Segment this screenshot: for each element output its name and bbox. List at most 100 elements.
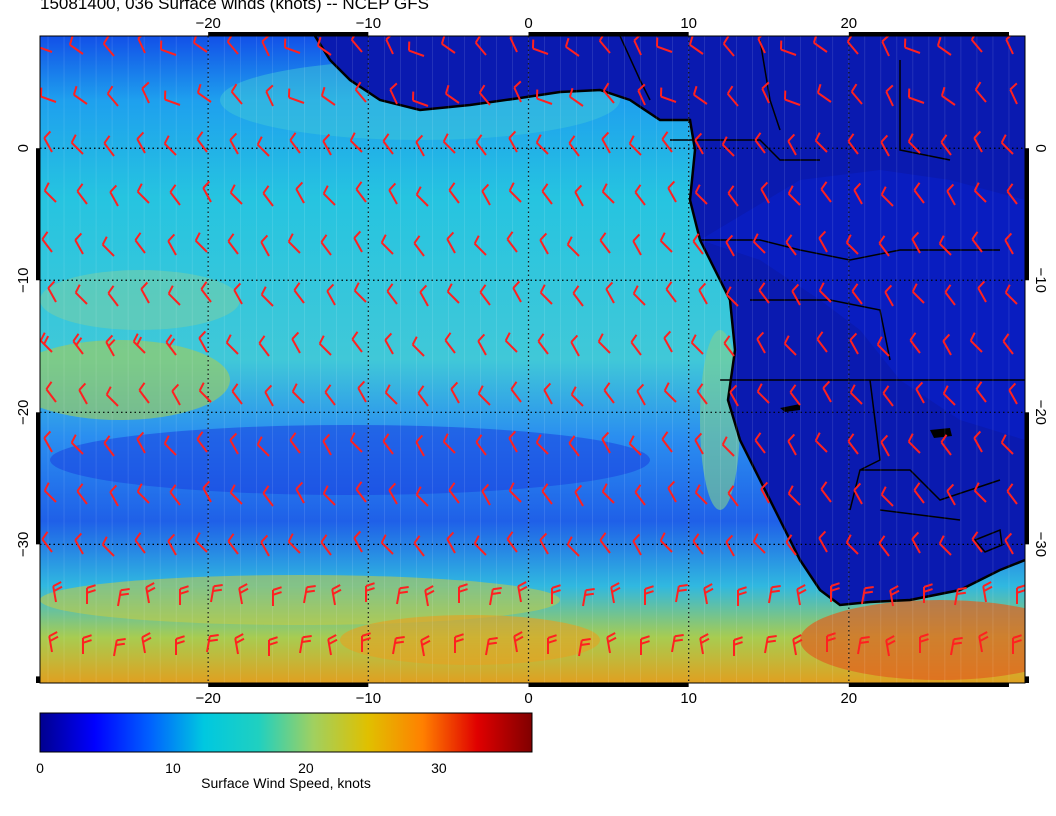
- wind-barb: [324, 384, 336, 406]
- wind-barb: [415, 486, 429, 507]
- wind-barb: [598, 36, 611, 54]
- wind-barb: [303, 585, 316, 604]
- wind-barb: [167, 233, 177, 256]
- wind-barb: [41, 531, 53, 553]
- wind-barb: [291, 383, 305, 404]
- wind-barb: [179, 585, 189, 605]
- wind-barb: [909, 332, 921, 354]
- wind-barb: [283, 38, 301, 54]
- wind-barb: [231, 383, 243, 405]
- wind-barb: [76, 483, 88, 505]
- wind-barb: [192, 36, 208, 53]
- wind-barb: [107, 285, 119, 307]
- wind-barb: [103, 135, 115, 157]
- wind-barb: [206, 634, 219, 653]
- wind-barb: [727, 185, 739, 207]
- wind-barb: [171, 383, 181, 406]
- wind-barb: [141, 81, 150, 104]
- wind-barb: [326, 283, 336, 306]
- wind-barb: [47, 280, 57, 303]
- wind-barb: [913, 182, 925, 204]
- map-gridlines: [40, 36, 1025, 683]
- wind-barb: [415, 186, 429, 207]
- wind-barb: [489, 587, 502, 606]
- wind-barb: [568, 135, 580, 157]
- wind-barb: [357, 380, 367, 403]
- wind-barb: [758, 282, 770, 304]
- wind-barb: [814, 132, 828, 153]
- wind-barb: [913, 482, 925, 504]
- wind-barb: [101, 236, 115, 257]
- wind-barb: [227, 233, 239, 255]
- wind-barb: [885, 84, 894, 107]
- wind-barb: [974, 81, 987, 103]
- colorbar: [39, 712, 533, 753]
- wind-barb: [72, 333, 84, 355]
- wind-barb: [167, 285, 181, 306]
- wind-barb: [1000, 434, 1014, 455]
- wind-barb: [688, 36, 704, 55]
- wind-barb: [884, 284, 894, 307]
- wind-barb: [109, 484, 119, 507]
- wind-barb: [885, 635, 896, 657]
- wind-barb: [355, 181, 367, 203]
- wind-barb: [1009, 82, 1018, 105]
- wind-barb: [597, 333, 611, 354]
- wind-barb: [74, 232, 84, 255]
- wind-barb: [574, 484, 584, 507]
- wind-barb: [210, 584, 223, 603]
- wind-barb: [938, 535, 952, 556]
- wind-barb: [327, 634, 338, 656]
- wind-barb: [785, 534, 797, 556]
- wind-barb: [733, 636, 743, 656]
- wind-barb: [570, 386, 584, 407]
- wind-barb: [601, 483, 615, 504]
- wind-barb: [260, 234, 270, 257]
- wind-barb: [846, 36, 859, 55]
- wind-barb: [628, 135, 642, 156]
- wind-barb: [320, 86, 336, 106]
- wind-barb: [851, 283, 863, 305]
- wind-barb: [849, 384, 863, 405]
- longitude-tick-label-bottom: −20: [195, 690, 220, 707]
- wind-barb: [43, 182, 57, 203]
- wind-barb: [446, 231, 456, 254]
- wind-barb: [754, 432, 766, 454]
- wind-barb: [845, 234, 859, 255]
- wind-barb: [722, 36, 735, 57]
- wind-barb: [354, 81, 367, 103]
- wind-barb: [136, 431, 146, 454]
- wind-barb: [849, 332, 859, 355]
- wind-barb: [601, 431, 611, 454]
- wind-barb: [816, 331, 828, 353]
- wind-barb: [954, 587, 967, 606]
- longitude-tick-label-bottom: 20: [840, 690, 857, 707]
- wind-barb: [132, 333, 146, 354]
- wind-barb: [82, 634, 92, 654]
- wind-barb: [610, 582, 621, 604]
- wind-barb: [380, 234, 394, 255]
- wind-barb: [919, 633, 929, 653]
- wind-barb: [420, 635, 431, 657]
- wind-barb: [262, 485, 274, 507]
- wind-barb: [942, 333, 952, 356]
- wind-barb: [138, 382, 150, 404]
- wind-barb: [233, 282, 243, 305]
- wind-barb: [694, 432, 704, 455]
- latitude-tick-label-left: 0: [15, 144, 32, 152]
- wind-barb: [230, 83, 243, 105]
- wind-barb: [603, 382, 615, 404]
- wind-barb: [973, 130, 983, 153]
- wind-barb: [227, 533, 239, 555]
- wind-barb: [513, 631, 524, 653]
- wind-barb: [384, 384, 398, 405]
- wind-barb: [424, 585, 435, 607]
- wind-barb: [448, 482, 460, 504]
- wind-barb: [167, 533, 177, 556]
- wind-barb: [134, 532, 146, 554]
- wind-barb: [761, 81, 770, 104]
- wind-barb: [853, 482, 863, 505]
- wind-barb: [109, 184, 119, 207]
- wind-barb: [103, 435, 115, 457]
- wind-barb: [675, 584, 688, 603]
